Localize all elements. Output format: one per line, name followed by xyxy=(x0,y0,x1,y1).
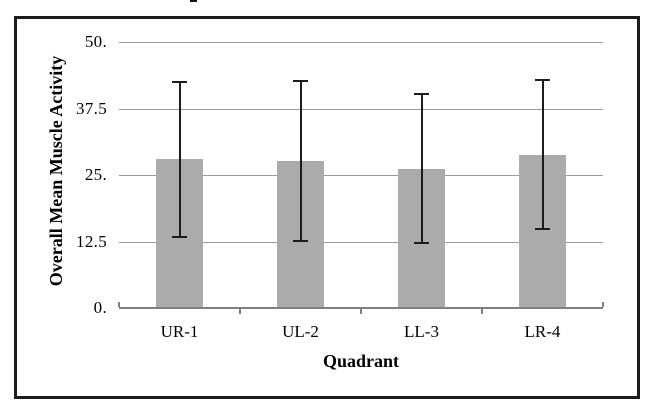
gridline-25 xyxy=(119,175,603,176)
error-bar-cap-top-UL-2 xyxy=(293,80,308,82)
error-bar-cap-bottom-LL-3 xyxy=(414,242,429,244)
error-bar-line-UL-2 xyxy=(300,80,302,241)
x-tick-label-LR-4: LR-4 xyxy=(524,322,561,341)
y-tick-label: 37.5 xyxy=(76,99,107,118)
y-tick-label: 50. xyxy=(84,32,107,51)
x-axis-tick xyxy=(239,309,241,314)
cropped-text-fragment xyxy=(190,0,197,2)
error-bar-cap-top-UR-1 xyxy=(172,81,187,83)
error-bar-cap-bottom-UL-2 xyxy=(293,240,308,242)
x-axis-end-cap xyxy=(602,302,604,307)
y-tick-label: 0. xyxy=(93,298,107,317)
gridline-37.5 xyxy=(119,109,603,110)
error-bar-line-LR-4 xyxy=(542,79,544,229)
x-axis-title: Quadrant xyxy=(322,351,400,371)
x-axis-end-cap xyxy=(118,302,120,307)
error-bar-line-UR-1 xyxy=(179,81,181,237)
x-tick-label-UL-2: UL-2 xyxy=(282,322,319,341)
error-bar-cap-top-LL-3 xyxy=(414,93,429,95)
y-tick-label: 25. xyxy=(84,165,107,184)
error-bar-cap-bottom-UR-1 xyxy=(172,236,187,238)
y-axis-title: Overall Mean Muscle Activity xyxy=(46,55,66,287)
x-axis-tick xyxy=(481,309,483,314)
x-tick-label-LL-3: LL-3 xyxy=(404,322,439,341)
gridline-50 xyxy=(119,42,603,43)
error-bar-line-LL-3 xyxy=(421,93,423,243)
x-axis-line xyxy=(119,307,603,309)
gridline-12.5 xyxy=(119,242,603,243)
error-bar-cap-top-LR-4 xyxy=(535,79,550,81)
error-bar-cap-bottom-LR-4 xyxy=(535,228,550,230)
y-tick-label: 12.5 xyxy=(76,232,107,251)
x-tick-label-UR-1: UR-1 xyxy=(160,322,199,341)
x-axis-tick xyxy=(360,309,362,314)
